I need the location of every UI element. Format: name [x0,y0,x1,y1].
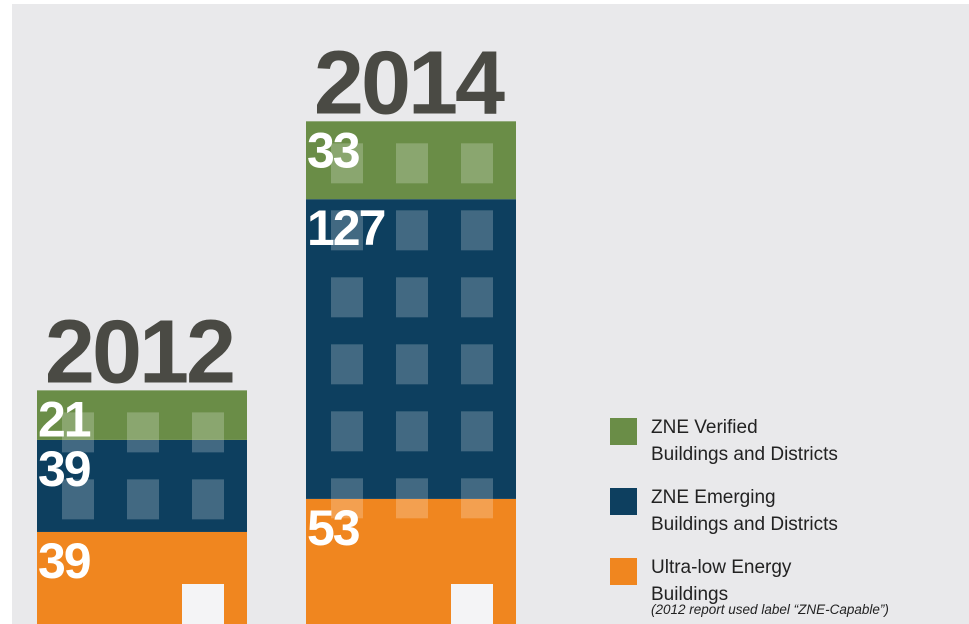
window [396,411,428,452]
value-label: 39 [38,533,90,589]
window [127,479,159,520]
category-label: 2012 [45,302,233,402]
window [396,143,428,184]
legend-note: (2012 report used label “ZNE-Capable”) [651,602,889,617]
bar-segment [37,390,247,440]
window [331,210,363,251]
window [396,344,428,385]
value-label: 33 [307,122,359,178]
window [396,210,428,251]
value-label: 53 [307,500,359,556]
door [451,584,493,624]
window [461,411,493,452]
legend-label: ZNE Emerging Buildings and Districts [651,487,838,535]
window [331,143,363,184]
window [331,411,363,452]
legend-swatch [610,558,637,585]
window [192,412,224,453]
window [461,143,493,184]
window [62,412,94,453]
window [396,277,428,318]
window [461,277,493,318]
value-label: 127 [307,200,385,256]
bar-segment [37,439,247,532]
bar-segment [306,121,516,200]
window [127,412,159,453]
window [62,479,94,520]
window [396,478,428,519]
legend-label: ZNE Verified Buildings and Districts [651,417,838,465]
category-label: 2014 [314,33,505,133]
legend-swatch [610,488,637,515]
bar-segment [306,199,516,499]
window [192,479,224,520]
window [461,478,493,519]
legend-label: Ultra-low Energy Buildings [651,557,797,605]
door [182,584,224,624]
value-label: 21 [38,391,91,447]
window [461,210,493,251]
legend-swatch [610,418,637,445]
value-label: 39 [38,441,90,497]
window [331,344,363,385]
window [331,478,363,519]
window [331,277,363,318]
window [461,344,493,385]
